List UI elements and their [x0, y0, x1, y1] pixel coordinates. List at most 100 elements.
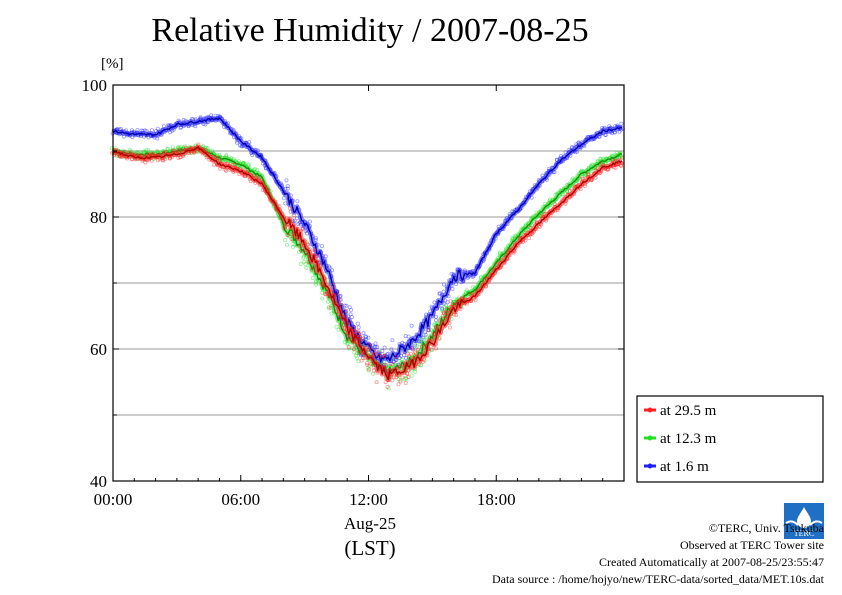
y-tick-label: 80 [90, 208, 107, 227]
scatter-point [409, 368, 414, 373]
scatter-point [413, 351, 418, 356]
scatter-point [365, 362, 370, 367]
scatter-point [310, 276, 315, 281]
scatter-point [291, 244, 296, 249]
legend-item: at 12.3 m [644, 431, 717, 447]
scatter-point [340, 326, 345, 331]
scatter-point [110, 146, 115, 151]
scatter-point [448, 299, 453, 304]
footer-copyright: ©TERC, Univ. Tsukuba [708, 521, 824, 535]
scatter-point [348, 312, 353, 317]
scatter-point [295, 199, 300, 204]
scatter-point [429, 347, 434, 352]
scatter-point [438, 291, 443, 296]
legend-item: at 1.6 m [644, 459, 709, 475]
legend-marker [647, 435, 653, 441]
scatter-point [349, 307, 354, 312]
scatter-point [285, 233, 290, 238]
scatter-point [389, 347, 394, 352]
scatter-point [298, 261, 303, 266]
scatter-point [371, 352, 376, 357]
scatter-point [408, 351, 413, 356]
footer-created: Created Automatically at 2007-08-25/23:5… [599, 555, 824, 569]
scatter-point [440, 306, 445, 311]
y-tick-label: 60 [90, 340, 107, 359]
scatter-point [355, 356, 360, 361]
scatter-point [331, 282, 336, 287]
scatter-point [383, 379, 388, 384]
scatter-point [434, 346, 439, 351]
scatter-point [351, 347, 356, 352]
legend-item: at 29.5 m [644, 403, 717, 419]
chart-title: Relative Humidity / 2007-08-25 [151, 12, 589, 49]
scatter-point [300, 226, 305, 231]
scatter-point [303, 262, 308, 267]
scatter-point [149, 128, 154, 133]
scatter-point [287, 206, 292, 211]
scatter-point [410, 346, 415, 351]
scatter-point [353, 353, 358, 358]
scatter-point [390, 338, 395, 343]
scatter-point [374, 380, 379, 385]
scatter-point [396, 362, 401, 367]
scatter-point [445, 307, 450, 312]
scatter-point [366, 335, 371, 340]
scatter-point [405, 371, 410, 376]
scatter-point [390, 362, 395, 367]
terc-logo: TERC [784, 503, 824, 539]
scatter-point [437, 291, 442, 296]
series-line [112, 117, 623, 363]
scatter-point [418, 363, 423, 368]
scatter-point [391, 359, 396, 364]
scatter-point [313, 236, 318, 241]
scatter-point [356, 325, 361, 330]
scatter-point [313, 282, 318, 287]
scatter-point [404, 376, 409, 381]
legend-marker [647, 407, 653, 413]
scatter-point [394, 355, 399, 360]
scatter-point [416, 347, 421, 352]
scatter-point [450, 286, 455, 291]
scatter-point [365, 365, 370, 370]
scatter-point [419, 344, 424, 349]
scatter-point [352, 350, 357, 355]
scatter-point [344, 308, 349, 313]
scatter-point [440, 307, 445, 312]
scatter-point [359, 353, 364, 358]
series-line [112, 146, 623, 381]
legend-box [636, 395, 824, 483]
scatter-point [380, 349, 385, 354]
scatter-point [307, 219, 312, 224]
y-tick-label: 100 [82, 76, 108, 95]
scatter-point [367, 367, 372, 372]
scatter-point [323, 254, 328, 259]
scatter-point [434, 314, 439, 319]
scatter-point [347, 305, 352, 310]
scatter-point [437, 318, 442, 323]
scatter-point [434, 318, 439, 323]
scatter-point [442, 311, 447, 316]
scatter-point [283, 201, 288, 206]
scatter-point [346, 345, 351, 350]
scatter-point [409, 323, 414, 328]
scatter-point [372, 344, 377, 349]
scatter-point [382, 353, 387, 358]
scatter-point [426, 327, 431, 332]
scatter-point [356, 359, 361, 364]
scatter-point [367, 342, 372, 347]
scatter-point [285, 242, 290, 247]
scatter-point [346, 336, 351, 341]
scatter-point [296, 222, 301, 227]
scatter-point [418, 339, 423, 344]
scatter-point [356, 350, 361, 355]
scatter-point [282, 225, 287, 230]
footer-site: Observed at TERC Tower site [679, 538, 824, 552]
scatter-point [331, 287, 336, 292]
legend-label: at 1.6 m [660, 459, 709, 475]
scatter-point [312, 248, 317, 253]
scatter-point [423, 335, 428, 340]
scatter-point [403, 380, 408, 385]
scatter-point [402, 376, 407, 381]
scatter-point [405, 351, 410, 356]
scatter-point [320, 296, 325, 301]
